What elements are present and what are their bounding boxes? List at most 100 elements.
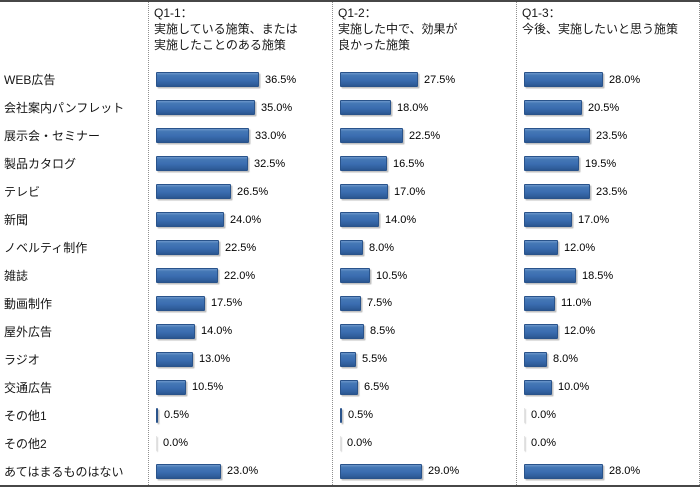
bar-row: 6.5% — [333, 373, 516, 401]
bar-value-label: 12.0% — [564, 325, 596, 338]
bar-row: 19.5% — [517, 150, 699, 178]
panel-title-line: Q1-1： — [154, 6, 193, 20]
bar-row: 8.5% — [333, 317, 516, 345]
bar-row: 8.0% — [517, 345, 699, 373]
category-label: 動画制作 — [4, 296, 53, 311]
bar — [340, 268, 370, 284]
bar — [156, 379, 186, 395]
bar-value-label: 19.5% — [585, 157, 617, 170]
category-label: その他1 — [4, 408, 47, 423]
bar-value-label: 10.0% — [558, 381, 590, 394]
bar-value-label: 33.0% — [255, 129, 287, 142]
bar — [156, 463, 221, 479]
bar-row: 28.0% — [517, 457, 699, 485]
bar-row: 23.5% — [517, 178, 699, 206]
bar-row: 23.0% — [149, 457, 332, 485]
bar-value-label: 32.5% — [254, 157, 286, 170]
panel-q1-3: Q1-3： 今後、実施したいと思う施策 28.0% 20.5% 23.5% 19.5%… — [516, 2, 700, 485]
category-label: 雑誌 — [4, 269, 29, 284]
bar-value-label: 36.5% — [265, 73, 297, 86]
bar-row: 0.0% — [517, 401, 699, 429]
category-label: ラジオ — [4, 352, 40, 367]
bar-value-label: 16.5% — [393, 157, 425, 170]
bar-value-label: 10.5% — [376, 269, 408, 282]
bar — [156, 351, 193, 367]
bar — [340, 323, 364, 339]
bar-row: 32.5% — [149, 150, 332, 178]
bar-row: 8.0% — [333, 234, 516, 262]
bar-value-label: 18.0% — [397, 101, 429, 114]
panel-title-line: Q1-2： — [338, 6, 377, 20]
bar-row: 14.0% — [333, 206, 516, 234]
bar-row: 16.5% — [333, 150, 516, 178]
bar-value-label: 0.0% — [531, 437, 557, 450]
bar-row: 35.0% — [149, 94, 332, 122]
category-label-rows: WEB広告 会社案内パンフレット 展示会・セミナー 製品カタログ テレビ 新聞 ノベルティ制… — [0, 66, 148, 485]
bar — [524, 295, 555, 311]
bar — [524, 156, 579, 172]
category-label: 交通広告 — [4, 380, 53, 395]
bar — [340, 184, 388, 200]
bar-value-label: 35.0% — [261, 101, 293, 114]
bar — [340, 295, 361, 311]
bar — [340, 100, 391, 116]
category-label: 製品カタログ — [4, 157, 77, 172]
bar — [524, 407, 525, 423]
bar-value-label: 0.0% — [163, 437, 189, 450]
bar — [340, 212, 379, 228]
category-label: ノベルティ制作 — [4, 241, 88, 256]
panel-q1-1: Q1-1： 実施している施策、または 実施したことのある施策 36.5% 35.0… — [148, 2, 332, 485]
bar-row: 7.5% — [333, 290, 516, 318]
bar-row: 11.0% — [517, 290, 699, 318]
panel-title-q1-1: Q1-1： 実施している施策、または 実施したことのある施策 — [149, 2, 332, 66]
bar-value-label: 8.5% — [370, 325, 396, 338]
bar-row: 12.0% — [517, 234, 699, 262]
bar-row: 18.5% — [517, 262, 699, 290]
bar-row: 5.5% — [333, 345, 516, 373]
bar — [524, 212, 572, 228]
bar-value-label: 24.0% — [230, 213, 262, 226]
bar — [524, 72, 603, 88]
bar — [156, 100, 255, 116]
bar-row: 22.5% — [333, 122, 516, 150]
bar — [340, 351, 356, 367]
bar-value-label: 22.5% — [409, 129, 441, 142]
category-label: 新聞 — [4, 213, 29, 228]
bar-row: 22.5% — [149, 234, 332, 262]
panel-q1-2-bars: 27.5% 18.0% 22.5% 16.5% 17.0% 14.0% 8.0% 10.5% 7… — [333, 66, 516, 485]
bar — [524, 463, 603, 479]
bar-row: 18.0% — [333, 94, 516, 122]
bar — [156, 407, 158, 423]
bar-value-label: 0.5% — [348, 409, 374, 422]
bar-value-label: 18.5% — [582, 269, 614, 282]
bar — [156, 72, 259, 88]
bar-value-label: 23.0% — [227, 465, 259, 478]
bar — [524, 323, 558, 339]
panel-title-line: 今後、実施したいと思う施策 — [522, 22, 679, 36]
panel-title-line: 良かった施策 — [338, 38, 411, 52]
bar-row: 0.0% — [517, 429, 699, 457]
panel-title-line: Q1-3： — [522, 6, 561, 20]
category-label: 展示会・セミナー — [4, 129, 101, 144]
category-label: 屋外広告 — [4, 324, 53, 339]
bar-value-label: 6.5% — [364, 381, 390, 394]
bar-value-label: 0.5% — [164, 409, 190, 422]
panel-q1-3-bars: 28.0% 20.5% 23.5% 19.5% 23.5% 17.0% 12.0% 18.5%… — [517, 66, 699, 485]
bar-value-label: 10.5% — [192, 381, 224, 394]
bar — [156, 240, 219, 256]
bar — [524, 184, 590, 200]
bar-value-label: 13.0% — [199, 353, 231, 366]
bar-value-label: 22.0% — [224, 269, 256, 282]
bar-value-label: 22.5% — [225, 241, 257, 254]
bar-value-label: 17.0% — [394, 185, 426, 198]
category-label: 会社案内パンフレット — [4, 101, 125, 116]
bar — [340, 128, 403, 144]
bar-row: 27.5% — [333, 66, 516, 94]
bar-value-label: 5.5% — [362, 353, 388, 366]
bar — [340, 379, 358, 395]
bar-row: 0.5% — [333, 401, 516, 429]
bar-row: 12.0% — [517, 317, 699, 345]
bar-value-label: 17.5% — [211, 297, 243, 310]
bar — [340, 435, 341, 451]
